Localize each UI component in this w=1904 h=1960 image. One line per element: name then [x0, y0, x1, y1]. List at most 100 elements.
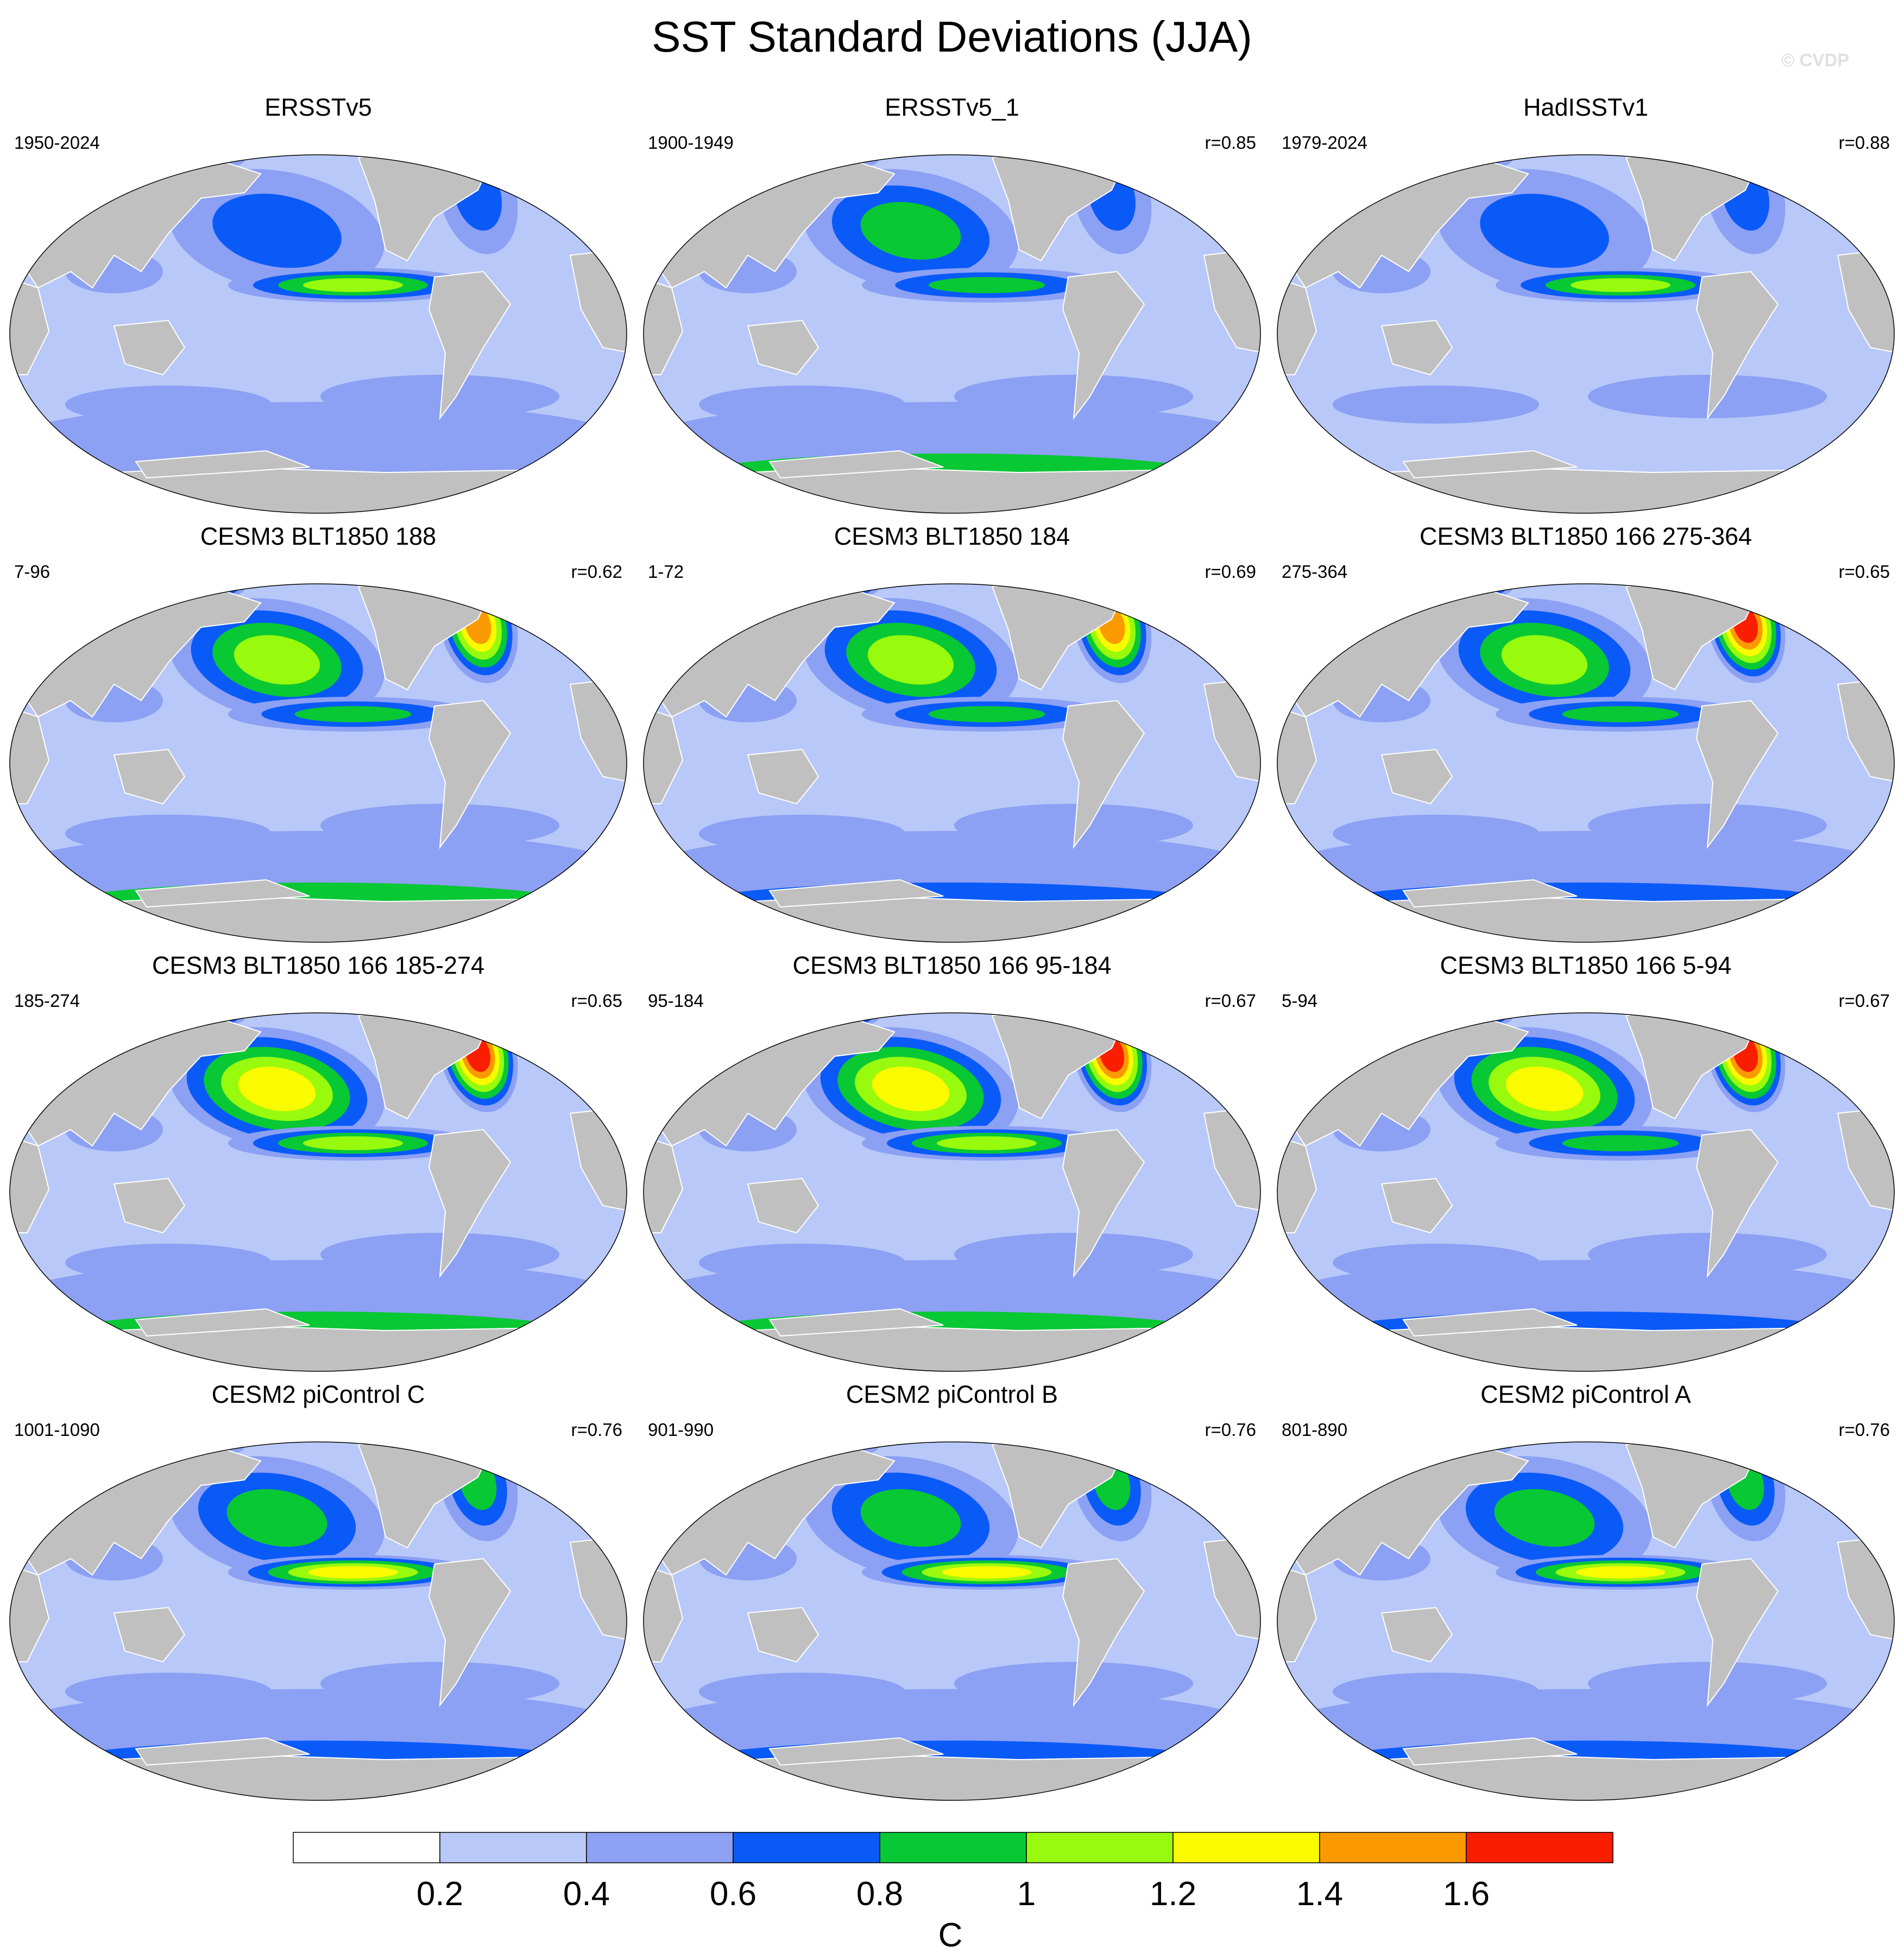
- greenland-land: [1728, 1442, 1790, 1451]
- map-panel: CESM2 piControl B 901-990 r=0.76: [639, 1379, 1265, 1808]
- south-indian-band: [65, 386, 272, 424]
- africa-land: [644, 276, 684, 375]
- antarctica-shelf-land: [1402, 450, 1578, 479]
- panel-pattern-correlation: r=0.85: [1205, 133, 1257, 153]
- map-svg: [1277, 583, 1895, 943]
- south-america-land: [1062, 1558, 1145, 1707]
- barents-sea-anomaly-level-2: [73, 584, 133, 595]
- north-pacific-anomaly-level-6: [238, 1067, 316, 1111]
- panel-title: CESM3 BLT1850 166 275-364: [1419, 522, 1752, 550]
- map-outline: [1277, 154, 1895, 514]
- africa-land: [644, 1134, 684, 1233]
- australia-land: [747, 1606, 819, 1663]
- arctic-margin-anomaly-level-4: [149, 1442, 220, 1455]
- arctic-margin-anomaly-level-5: [795, 155, 842, 165]
- arctic-margin-anomaly-level-6: [1420, 584, 1485, 596]
- antarctica-shelf-land: [135, 1737, 310, 1766]
- antarctica-shelf-land: [135, 879, 310, 908]
- panel-title: CESM2 piControl C: [211, 1381, 425, 1408]
- africa-land: [10, 1134, 50, 1233]
- panel-period: 95-184: [648, 991, 704, 1011]
- map-outline: [1277, 583, 1895, 943]
- arctic-margin-anomaly-level-8: [799, 1014, 837, 1022]
- south-america-land: [1062, 270, 1145, 420]
- barents-sea-anomaly-level-5: [725, 155, 749, 161]
- barents-sea-anomaly-level-3: [77, 1013, 130, 1023]
- barents-sea-anomaly-level-2: [73, 1013, 133, 1024]
- map-svg: [1277, 1441, 1895, 1801]
- africa-land: [10, 1563, 50, 1662]
- panel-title: CESM3 BLT1850 184: [834, 522, 1070, 550]
- barents-sea-anomaly-level-4: [719, 1442, 755, 1449]
- greenland-land: [1094, 584, 1156, 593]
- greenland-land: [460, 155, 522, 164]
- barents-sea-anomaly-level-3: [1344, 584, 1397, 594]
- map-svg: [9, 583, 627, 943]
- south-america-land: [1695, 1558, 1779, 1707]
- equatorial-pacific-anomaly-level-4: [928, 706, 1045, 722]
- arctic-margin-anomaly-level-6: [152, 1013, 217, 1025]
- arctic-margin-anomaly-level-4: [1416, 1442, 1488, 1455]
- greenland-land: [1728, 155, 1790, 164]
- arctic-margin-anomaly-level-5: [161, 155, 209, 165]
- greenland-land: [1094, 1442, 1156, 1451]
- colorbar-tick-label: 0.2: [416, 1875, 464, 1913]
- africa-land: [1277, 1563, 1317, 1662]
- barents-sea-anomaly-level-7: [1358, 584, 1384, 590]
- barents-sea-anomaly-level-5: [83, 584, 123, 592]
- south-indian-band: [699, 815, 905, 853]
- greenland-land: [1728, 584, 1790, 593]
- panel-period: 801-890: [1282, 1420, 1348, 1440]
- arctic-margin-anomaly-level-4: [783, 155, 854, 168]
- panel-pattern-correlation: r=0.62: [571, 562, 623, 582]
- map-outline: [9, 1441, 627, 1801]
- equatorial-pacific-anomaly-level-5: [303, 1136, 403, 1150]
- barents-sea-anomaly-level-7: [724, 1013, 750, 1019]
- arctic-margin-anomaly-level-8: [1433, 1014, 1471, 1022]
- equatorial-pacific-anomaly-level-4: [1562, 706, 1679, 722]
- equatorial-pacific-anomaly-level-5: [303, 278, 403, 292]
- barents-sea-anomaly-level-5: [725, 1442, 749, 1448]
- map-panel: CESM3 BLT1850 188 7-96 r=0.62: [5, 521, 631, 950]
- barents-sea-anomaly-level-4: [80, 1013, 127, 1022]
- watermark: © CVDP: [1781, 50, 1850, 70]
- map-panel: CESM3 BLT1850 166 95-184 95-184 r=0.67: [639, 950, 1265, 1379]
- australia-land: [747, 748, 819, 805]
- arctic-margin-anomaly-level-5: [1428, 1442, 1476, 1452]
- map-outline: [1277, 1441, 1895, 1801]
- map-panel: CESM3 BLT1850 184 1-72 r=0.69: [639, 521, 1265, 950]
- barents-sea-anomaly-level-2: [1341, 584, 1401, 595]
- colorbar-units: C: [938, 1917, 963, 1954]
- south-indian-band: [65, 1673, 272, 1711]
- barents-sea-anomaly-level-6: [87, 584, 119, 591]
- panel-period: 1-72: [648, 562, 684, 582]
- colorbar-swatch: [586, 1832, 734, 1863]
- south-pacific-band: [1588, 1233, 1827, 1276]
- south-pacific-band: [320, 1662, 559, 1705]
- barents-sea-anomaly-level-3: [1344, 1013, 1397, 1023]
- panel-pattern-correlation: r=0.88: [1838, 133, 1890, 153]
- australia-land: [1380, 748, 1453, 805]
- south-america-land: [428, 1558, 512, 1707]
- panel-period: 1900-1949: [648, 133, 734, 153]
- greenland-land: [460, 1013, 522, 1022]
- equatorial-pacific-anomaly-level-4: [1562, 1135, 1679, 1151]
- north-pacific-anomaly-level-6: [872, 1067, 950, 1111]
- north-pacific-anomaly-level-4: [860, 1489, 961, 1547]
- panel-title: CESM2 piControl B: [846, 1381, 1058, 1408]
- map-panel: ERSSTv5_1 1900-1949 r=0.85: [639, 92, 1265, 521]
- map-panel: CESM2 piControl C 1001-1090 r=0.76: [5, 1379, 631, 1808]
- map-outline: [643, 154, 1261, 514]
- south-america-land: [1062, 1129, 1145, 1278]
- arctic-margin-anomaly-level-4: [1416, 155, 1488, 168]
- panel-title: CESM3 BLT1850 166 95-184: [792, 951, 1112, 979]
- map-svg: [643, 154, 1261, 514]
- south-america-land: [1695, 699, 1779, 849]
- barents-sea-anomaly-level-3: [1347, 1442, 1395, 1452]
- south-indian-band: [699, 386, 905, 424]
- barents-sea-anomaly-level-5: [1351, 584, 1391, 592]
- south-america-land: [428, 270, 512, 420]
- arctic-margin-anomaly-level-5: [1428, 155, 1476, 165]
- arctic-margin-anomaly-level-7: [159, 1013, 211, 1024]
- greenland-land: [460, 1442, 522, 1451]
